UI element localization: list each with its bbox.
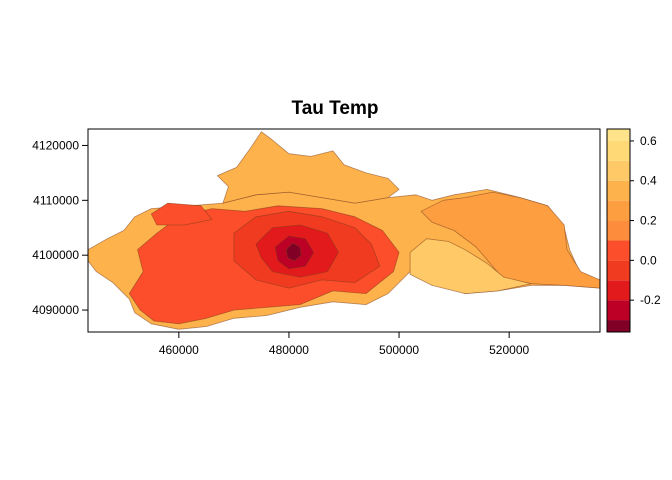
colorbar-band-2	[607, 280, 630, 301]
y-tick-label-3: 4120000	[32, 138, 79, 152]
colorbar-band-8	[607, 160, 630, 181]
x-tick-label-2: 500000	[379, 343, 419, 357]
colorbar-frame	[606, 128, 631, 333]
colorbar-tick-label-0: -0.2	[640, 293, 661, 307]
contour-region-eastern-upland	[420, 191, 600, 289]
colorbar-tick-label-3: 0.4	[640, 174, 657, 188]
x-tick-label-1: 480000	[269, 343, 309, 357]
colorbar-tick-label-1: 0.0	[640, 253, 657, 267]
colorbar-band-10	[607, 129, 630, 141]
y-tick-label-2: 4110000	[33, 193, 79, 207]
colorbar-band-9	[607, 140, 630, 161]
x-tick-label-3: 520000	[489, 343, 529, 357]
contour-region-eastern-valley	[409, 238, 532, 295]
y-tick-label-1: 4100000	[32, 248, 79, 262]
colorbar-band-0	[607, 320, 630, 332]
contour-region-northern-ridge	[216, 131, 400, 204]
colorbar-band-7	[607, 180, 630, 201]
y-tick-label-0: 4090000	[32, 303, 79, 317]
chart-title: Tau Temp	[292, 98, 379, 119]
x-axis: 460000 480000 500000 520000	[159, 332, 530, 357]
colorbar-band-4	[607, 240, 630, 261]
colorbar-band-5	[607, 220, 630, 241]
colorbar: -0.2 0.0 0.2 0.4 0.6	[606, 128, 661, 333]
y-axis: 4090000 4100000 4110000 4120000	[32, 138, 88, 317]
contour-region-northwest-patch	[150, 202, 213, 226]
plot-frame	[87, 128, 601, 333]
colorbar-band-3	[607, 260, 630, 281]
x-tick-label-0: 460000	[159, 343, 199, 357]
colorbar-tick-label-2: 0.2	[640, 214, 657, 228]
map-layer	[88, 131, 600, 330]
colorbar-tick-label-4: 0.6	[640, 134, 657, 148]
contour-region-core-inner	[285, 242, 302, 262]
colorbar-band-6	[607, 200, 630, 221]
colorbar-band-1	[607, 300, 630, 321]
